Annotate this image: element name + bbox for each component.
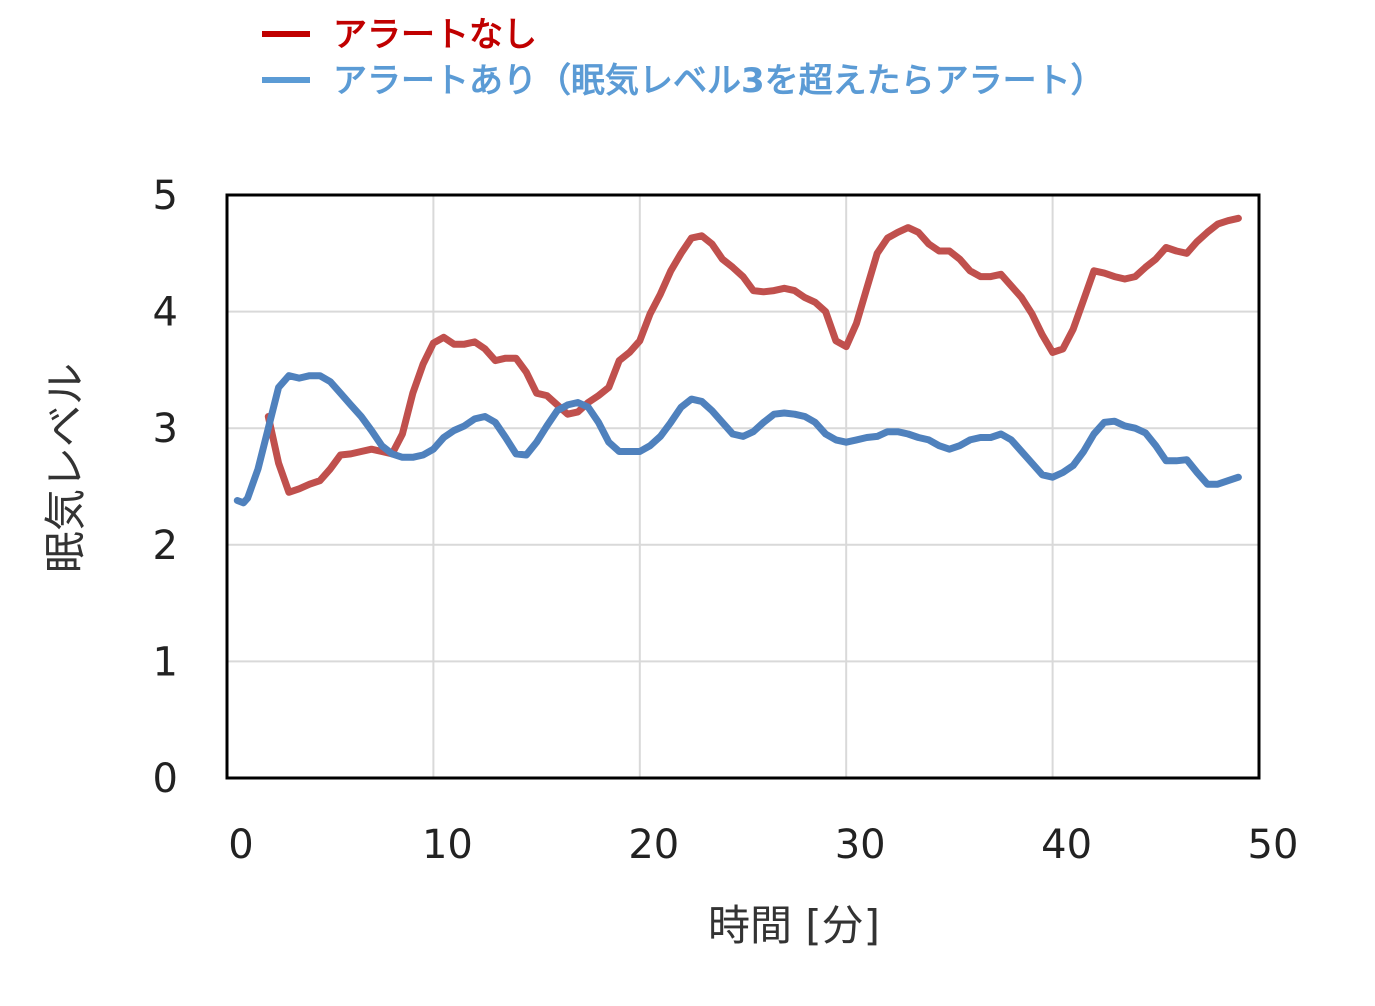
series-layer	[233, 214, 1242, 507]
legend-label-1: アラートあり（眠気レベル3を超えたらアラート）	[333, 61, 1105, 101]
y-tick-label: 5	[153, 173, 178, 219]
series-line-1	[233, 372, 1242, 507]
y-tick-label: 2	[153, 523, 178, 569]
y-tick-label: 4	[153, 290, 178, 336]
x-tick-label: 10	[422, 822, 473, 868]
x-tick-label: 50	[1248, 822, 1299, 868]
gridlines	[227, 195, 1259, 778]
x-axis-title: 時間 [分]	[708, 901, 880, 950]
y-axis-title: 眠気レベル	[41, 363, 90, 573]
x-axis-ticks: 0 10 20 30 40 50	[228, 822, 1298, 868]
x-tick-label: 20	[628, 822, 679, 868]
series-line-0	[264, 214, 1242, 496]
y-tick-label: 3	[153, 406, 178, 452]
x-tick-label: 0	[228, 822, 253, 868]
y-tick-label: 0	[153, 756, 178, 802]
y-tick-label: 1	[153, 639, 178, 685]
x-tick-label: 40	[1041, 822, 1092, 868]
legend-label-0: アラートなし	[333, 15, 537, 55]
y-axis-ticks: 0 1 2 3 4 5	[153, 173, 178, 802]
plot-area-border	[225, 193, 1261, 780]
x-tick-label: 30	[835, 822, 886, 868]
